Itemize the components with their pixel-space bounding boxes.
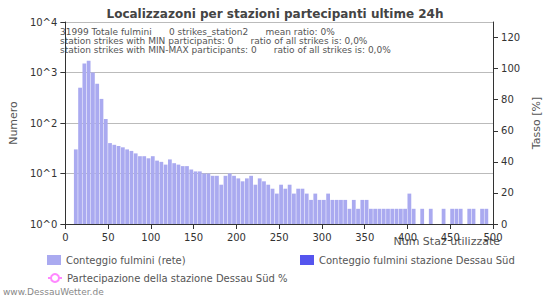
svg-text:Conteggio fulmini stazione Des: Conteggio fulmini stazione Dessau Süd: [319, 255, 515, 266]
svg-text:Partecipazione della stazione: Partecipazione della stazione Dessau Süd…: [67, 273, 288, 284]
svg-text:10^1: 10^1: [30, 168, 57, 179]
svg-text:10^4: 10^4: [30, 17, 57, 28]
svg-text:350: 350: [355, 232, 374, 243]
svg-text:Numero: Numero: [7, 101, 20, 145]
svg-text:10^2: 10^2: [30, 118, 57, 129]
svg-text:www.DessauWetter.de: www.DessauWetter.de: [3, 287, 104, 297]
svg-text:40: 40: [501, 156, 514, 167]
svg-text:station strikes with MIN parti: station strikes with MIN participants: 0…: [60, 35, 368, 46]
svg-text:Tasso [%]: Tasso [%]: [530, 97, 543, 150]
svg-text:450: 450: [441, 232, 460, 243]
svg-text:300: 300: [312, 232, 331, 243]
svg-text:0: 0: [62, 232, 68, 243]
svg-text:250: 250: [270, 232, 289, 243]
svg-text:100: 100: [141, 232, 160, 243]
svg-text:31999 Totale fulmini 0 strikes: 31999 Totale fulmini 0 strikes_station2 …: [60, 26, 335, 37]
svg-text:20: 20: [501, 187, 514, 198]
svg-text:Conteggio fulmini (rete): Conteggio fulmini (rete): [66, 255, 186, 266]
svg-text:0: 0: [501, 219, 507, 230]
svg-text:10^3: 10^3: [30, 67, 57, 78]
svg-text:80: 80: [501, 94, 514, 105]
svg-text:station strikes with MIN-MAX p: station strikes with MIN-MAX participant…: [60, 45, 391, 55]
svg-text:Localizzazoni per stazioni par: Localizzazoni per stazioni partecipanti …: [107, 7, 444, 21]
svg-text:200: 200: [227, 232, 246, 243]
svg-text:120: 120: [501, 32, 520, 43]
svg-text:60: 60: [501, 125, 514, 136]
svg-text:400: 400: [398, 232, 417, 243]
svg-text:500: 500: [483, 232, 502, 243]
svg-text:150: 150: [184, 232, 203, 243]
svg-text:10^0: 10^0: [30, 219, 57, 230]
svg-text:100: 100: [501, 63, 520, 74]
svg-text:50: 50: [102, 232, 115, 243]
